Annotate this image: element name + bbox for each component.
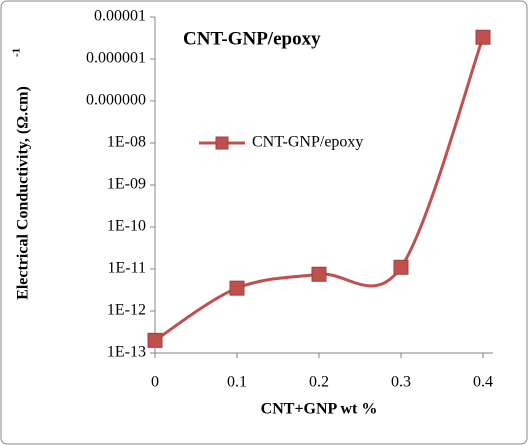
x-tick-label: 0.1: [227, 374, 247, 391]
x-tick-label: 0.3: [391, 374, 411, 391]
y-tick-label: 1E-10: [107, 218, 146, 235]
y-tick-label: 0.000000: [86, 92, 146, 109]
y-tick-label: 1E-09: [107, 176, 146, 193]
y-tick-label: 0.00001: [94, 8, 146, 25]
y-axis-label: Electrical Conductivity, (Ω.cm): [15, 86, 32, 300]
y-axis-label-group: Electrical Conductivity, (Ω.cm) -1: [11, 48, 32, 300]
marker: [147, 332, 163, 348]
chart-title: CNT-GNP/epoxy: [183, 28, 321, 49]
y-axis-label-exponent: -1: [11, 48, 23, 57]
y-tick-label: 1E-12: [107, 302, 146, 319]
y-tick-label: 1E-11: [107, 260, 146, 277]
y-tick-label: 1E-13: [107, 344, 146, 361]
marker: [311, 266, 327, 282]
x-tick-label: 0: [151, 374, 159, 391]
marker: [475, 29, 491, 45]
legend-marker: [215, 136, 229, 150]
series-line: [154, 36, 485, 342]
y-tick-label: 1E-08: [107, 134, 146, 151]
legend-label: CNT-GNP/epoxy: [252, 134, 363, 151]
x-tick-label: 0.4: [473, 374, 493, 391]
x-tick-label: 0.2: [309, 374, 329, 391]
y-tick-label: 0.000001: [86, 50, 146, 67]
x-axis-label: CNT+GNP wt %: [261, 401, 378, 418]
marker: [393, 259, 409, 275]
marker: [229, 280, 245, 296]
